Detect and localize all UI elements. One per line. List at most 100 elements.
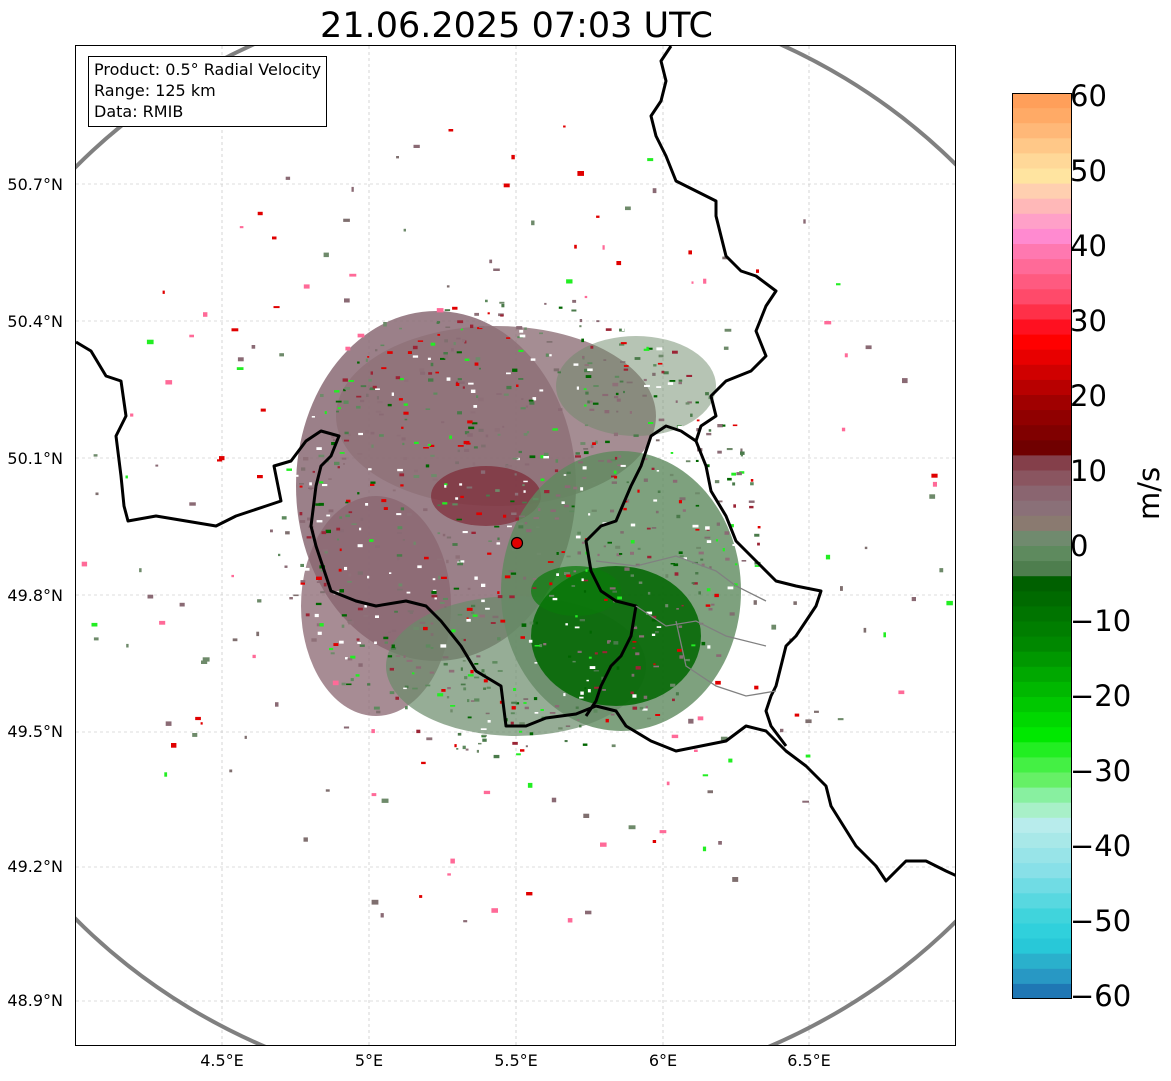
- echo-speckle-outer: [447, 873, 451, 876]
- echo-speckle: [481, 669, 485, 673]
- colorbar-segment: [1012, 863, 1072, 879]
- echo-speckle: [497, 591, 500, 594]
- echo-speckle: [571, 505, 575, 508]
- echo-speckle: [315, 602, 322, 606]
- echo-speckle: [299, 483, 304, 485]
- echo-speckle: [341, 614, 347, 617]
- echo-speckle: [617, 596, 622, 600]
- echo-speckle: [726, 448, 733, 451]
- echo-speckle: [476, 512, 482, 516]
- echo-speckle-outer: [814, 710, 819, 713]
- colorbar-tick-label: 50: [1070, 154, 1107, 188]
- echo-speckle: [451, 348, 454, 352]
- echo-speckle: [443, 352, 448, 355]
- echo-speckle: [613, 470, 617, 474]
- echo-speckle: [506, 465, 512, 468]
- echo-speckle: [607, 541, 612, 544]
- echo-speckle: [695, 459, 699, 462]
- colorbar-segment: [1012, 530, 1072, 547]
- echo-speckle: [377, 401, 383, 404]
- echo-speckle: [457, 449, 460, 453]
- echo-speckle: [366, 393, 369, 397]
- x-tick-label: 5.5°E: [494, 1051, 538, 1070]
- echo-speckle-outer: [251, 345, 256, 349]
- echo-speckle: [515, 517, 519, 521]
- echo-speckle: [320, 591, 325, 594]
- echo-speckle: [512, 741, 518, 745]
- echo-speckle: [331, 442, 336, 446]
- echo-speckle: [757, 526, 761, 529]
- echo-speckle: [403, 403, 408, 406]
- echo-speckle: [487, 720, 491, 723]
- echo-speckle: [717, 424, 723, 428]
- echo-speckle: [511, 547, 517, 551]
- echo-speckle: [526, 529, 532, 533]
- echo-speckle: [529, 621, 534, 625]
- echo-speckle-outer: [448, 129, 454, 132]
- echo-speckle: [651, 467, 655, 470]
- echo-speckle-outer: [357, 333, 365, 338]
- echo-speckle: [540, 709, 544, 711]
- echo-speckle: [678, 381, 682, 385]
- colorbar-segment: [1012, 697, 1072, 713]
- border-germany: [649, 46, 778, 442]
- echo-speckle: [631, 627, 638, 630]
- echo-speckle: [303, 457, 309, 461]
- echo-speckle: [709, 566, 712, 569]
- echo-speckle: [705, 392, 709, 396]
- echo-speckle: [430, 633, 434, 636]
- echo-speckle: [657, 490, 661, 493]
- echo-speckle: [423, 508, 428, 512]
- echo-speckle-outer: [200, 722, 203, 725]
- echo-speckle: [521, 398, 524, 400]
- echo-speckle: [351, 523, 357, 525]
- colorbar-tick-label: 40: [1070, 229, 1107, 263]
- echo-speckle: [420, 371, 426, 375]
- product-info-box: Product: 0.5° Radial Velocity Range: 125…: [88, 56, 328, 127]
- echo-speckle: [464, 431, 470, 435]
- echo-speckle: [341, 457, 347, 460]
- echo-speckle: [367, 683, 371, 686]
- echo-speckle: [592, 442, 596, 445]
- echo-speckle: [389, 691, 395, 695]
- echo-speckle-outer: [841, 427, 846, 432]
- echo-speckle: [462, 386, 465, 389]
- echo-speckle: [457, 411, 462, 415]
- x-tick-label: 5°E: [354, 1051, 384, 1070]
- echo-speckle-outer: [257, 599, 262, 603]
- echo-speckle: [404, 418, 408, 421]
- echo-speckle: [326, 514, 331, 517]
- echo-speckle: [460, 683, 466, 686]
- echo-speckle: [414, 441, 419, 444]
- colorbar-border: [1012, 93, 1072, 999]
- echo-speckle: [462, 531, 468, 534]
- echo-speckle: [561, 501, 565, 504]
- echo-speckle-outer: [724, 328, 732, 332]
- echo-speckle: [442, 502, 448, 505]
- colorbar-segment: [1012, 666, 1072, 683]
- echo-speckle: [330, 652, 335, 655]
- echo-speckle: [587, 400, 591, 404]
- echo-speckle: [530, 358, 536, 361]
- echo-speckle: [487, 312, 490, 315]
- echo-speckle: [293, 555, 297, 558]
- echo-speckle: [714, 593, 719, 598]
- echo-speckle: [516, 326, 523, 330]
- echo-speckle: [459, 381, 465, 384]
- echo-speckle: [360, 385, 367, 388]
- echo-speckle: [655, 439, 660, 442]
- echo-speckle: [637, 489, 640, 493]
- echo-speckle: [500, 619, 506, 623]
- echo-speckle: [516, 384, 519, 387]
- echo-speckle: [413, 626, 420, 630]
- echo-speckle: [717, 500, 723, 503]
- echo-speckle: [519, 722, 525, 725]
- echo-speckle: [730, 524, 734, 528]
- echo-speckle: [383, 636, 389, 640]
- echo-speckle: [523, 576, 527, 580]
- echo-speckle: [586, 679, 589, 682]
- echo-speckle: [394, 610, 398, 613]
- echo-speckle: [278, 510, 283, 512]
- echo-speckle: [523, 702, 527, 704]
- echo-speckle: [497, 670, 503, 672]
